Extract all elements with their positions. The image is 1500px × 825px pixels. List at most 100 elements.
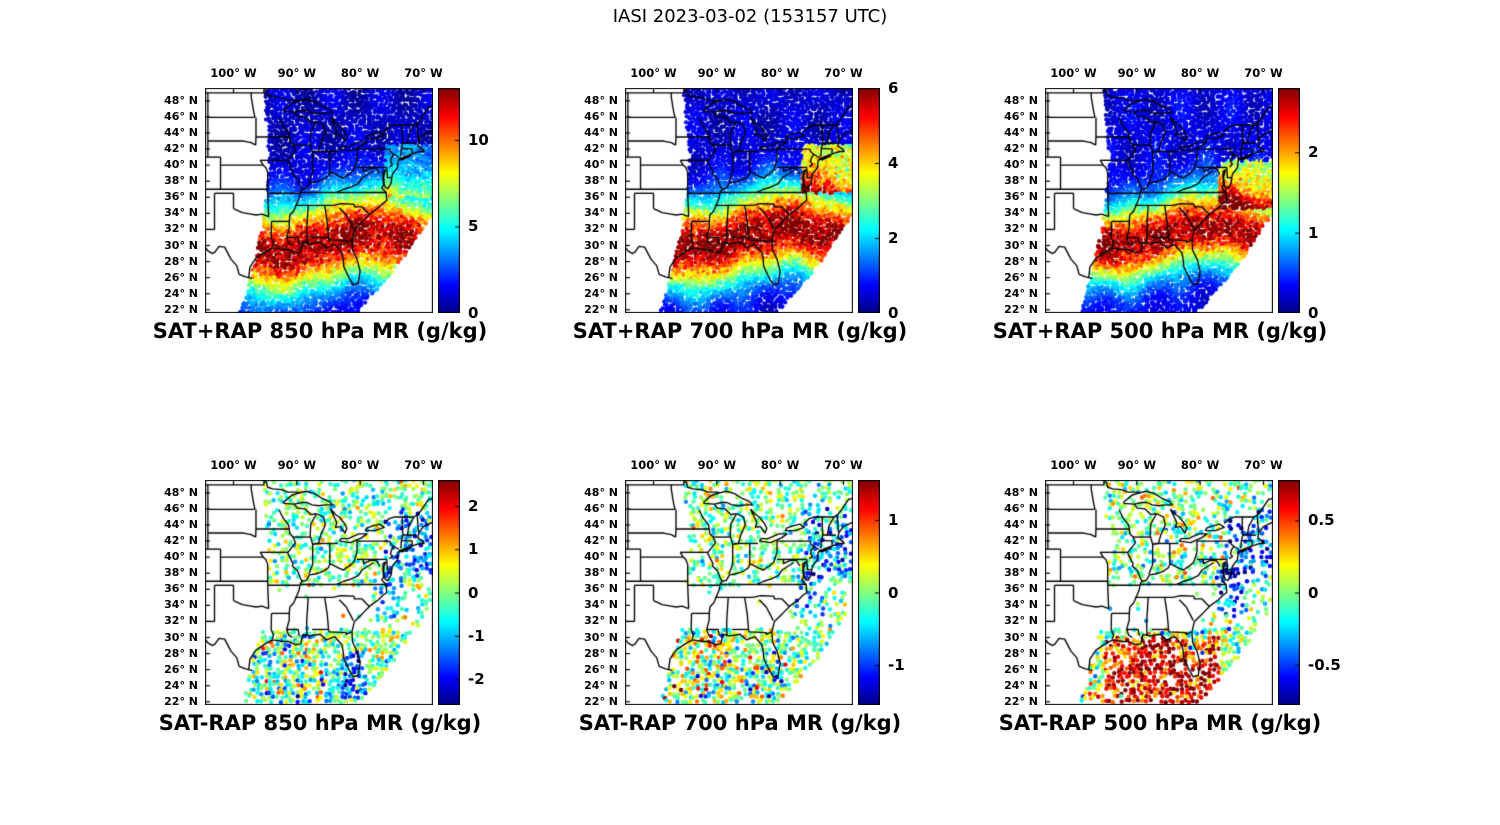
- y-tick-label: 36° N: [584, 190, 618, 204]
- y-tick-label: 30° N: [164, 238, 198, 252]
- panel-sat-plus-rap-700: 100° W 90° W 80° W 70° W 48° N 46° N 44° N 42° …: [550, 56, 950, 356]
- y-tick-label: 32° N: [584, 222, 618, 236]
- y-tick-label: 32° N: [584, 614, 618, 628]
- y-tick-label: 24° N: [1004, 678, 1038, 692]
- y-tick-label: 36° N: [164, 190, 198, 204]
- y-tick-label: 34° N: [584, 598, 618, 612]
- y-tick-label: 24° N: [1004, 286, 1038, 300]
- x-tick-label: 90° W: [1117, 458, 1157, 472]
- x-tick-label: 100° W: [1050, 458, 1097, 472]
- x-tick-label: 90° W: [697, 458, 737, 472]
- y-tick-label: 26° N: [584, 662, 618, 676]
- x-tick-label: 100° W: [210, 66, 257, 80]
- y-tick-label: 42° N: [1004, 142, 1038, 156]
- y-tick-label: 26° N: [1004, 662, 1038, 676]
- y-tick-label: 40° N: [1004, 550, 1038, 564]
- y-tick-label: 48° N: [1004, 93, 1038, 107]
- y-tick-label: 24° N: [584, 286, 618, 300]
- y-tick-label: 48° N: [164, 485, 198, 499]
- y-tick-label: 38° N: [1004, 566, 1038, 580]
- y-tick-label: 36° N: [1004, 190, 1038, 204]
- y-tick-label: 34° N: [1004, 206, 1038, 220]
- y-tick-label: 32° N: [164, 222, 198, 236]
- y-tick-label: 42° N: [584, 534, 618, 548]
- panel-caption: SAT-RAP 700 hPa MR (g/kg): [578, 711, 902, 735]
- y-tick-label: 24° N: [164, 286, 198, 300]
- y-tick-label: 48° N: [1004, 485, 1038, 499]
- y-tick-label: 26° N: [164, 662, 198, 676]
- colorbar-tick-label: 0: [888, 583, 899, 602]
- colorbar-tick-label: 2: [468, 496, 479, 515]
- x-tick-label: 100° W: [630, 458, 677, 472]
- y-tick-label: 28° N: [584, 254, 618, 268]
- y-tick-label: 32° N: [1004, 614, 1038, 628]
- map-canvas-sat-minus-rap-700: [625, 480, 853, 705]
- y-tick-label: 28° N: [584, 646, 618, 660]
- y-tick-label: 22° N: [584, 302, 618, 316]
- x-tick-label: 90° W: [697, 66, 737, 80]
- colorbar-canvas: [858, 480, 880, 705]
- y-tick-label: 38° N: [1004, 174, 1038, 188]
- colorbar-tick-label: 0: [468, 583, 479, 602]
- y-tick-label: 22° N: [164, 694, 198, 708]
- colorbar-tick-label: 1: [468, 540, 479, 559]
- y-tick-label: 40° N: [164, 158, 198, 172]
- y-tick-label: 26° N: [164, 270, 198, 284]
- x-tick-label: 70° W: [1244, 458, 1283, 472]
- colorbar-tick-label: 0.5: [1308, 511, 1335, 530]
- y-tick-label: 28° N: [1004, 254, 1038, 268]
- x-tick-label: 100° W: [1050, 66, 1097, 80]
- y-tick-label: 44° N: [164, 518, 198, 531]
- colorbar-tick-label: 0: [1308, 583, 1319, 602]
- colorbar-tick-label: -2: [468, 670, 485, 689]
- colorbar-tick-label: 5: [468, 217, 479, 236]
- colorbar-canvas: [1278, 88, 1300, 313]
- y-tick-label: 38° N: [164, 566, 198, 580]
- panel-sat-minus-rap-700: 100° W 90° W 80° W 70° W 48° N 46° N 44° N 42° …: [550, 448, 950, 748]
- y-tick-label: 36° N: [164, 582, 198, 596]
- y-tick-label: 36° N: [584, 582, 618, 596]
- y-tick-label: 34° N: [1004, 598, 1038, 612]
- x-tick-label: 80° W: [340, 458, 380, 472]
- colorbar-tick-label: -1: [888, 656, 905, 675]
- y-tick-label: 32° N: [1004, 222, 1038, 236]
- y-tick-label: 26° N: [584, 270, 618, 284]
- y-tick-label: 40° N: [164, 550, 198, 564]
- y-tick-label: 44° N: [584, 126, 618, 139]
- x-tick-label: 90° W: [277, 66, 317, 80]
- panel-caption: SAT+RAP 700 hPa MR (g/kg): [572, 319, 908, 343]
- y-tick-label: 48° N: [584, 485, 618, 499]
- colorbar-tick-label: 0: [1308, 304, 1319, 322]
- x-tick-label: 70° W: [1244, 66, 1283, 80]
- x-tick-label: 100° W: [630, 66, 677, 80]
- x-tick-label: 70° W: [404, 66, 443, 80]
- colorbar-canvas: [858, 88, 880, 313]
- map-canvas-sat-plus-rap-700: [625, 88, 853, 313]
- y-tick-label: 42° N: [164, 534, 198, 548]
- panel-sat-minus-rap-850: 100° W 90° W 80° W 70° W 48° N 46° N 44° N 42° …: [130, 448, 530, 748]
- y-tick-label: 40° N: [1004, 158, 1038, 172]
- y-tick-label: 34° N: [164, 598, 198, 612]
- map-canvas-sat-minus-rap-500: [1045, 480, 1273, 705]
- panel-caption: SAT-RAP 850 hPa MR (g/kg): [158, 711, 482, 735]
- y-tick-label: 30° N: [1004, 630, 1038, 644]
- x-tick-label: 80° W: [760, 458, 800, 472]
- y-tick-label: 42° N: [1004, 534, 1038, 548]
- colorbar-canvas: [438, 480, 460, 705]
- y-tick-label: 36° N: [1004, 582, 1038, 596]
- y-tick-label: 46° N: [584, 501, 618, 515]
- y-tick-label: 38° N: [164, 174, 198, 188]
- y-tick-label: 44° N: [164, 126, 198, 139]
- y-tick-label: 42° N: [584, 142, 618, 156]
- panel-caption: SAT+RAP 500 hPa MR (g/kg): [992, 319, 1328, 343]
- y-tick-label: 30° N: [164, 630, 198, 644]
- y-tick-label: 42° N: [164, 142, 198, 156]
- y-tick-label: 44° N: [1004, 126, 1038, 139]
- y-tick-label: 40° N: [584, 158, 618, 172]
- y-tick-label: 32° N: [164, 614, 198, 628]
- x-tick-label: 80° W: [1180, 458, 1220, 472]
- colorbar-tick-label: 1: [1308, 223, 1319, 242]
- colorbar-tick-label: -0.5: [1308, 655, 1341, 674]
- y-tick-label: 48° N: [584, 93, 618, 107]
- colorbar-tick-label: 2: [888, 229, 899, 247]
